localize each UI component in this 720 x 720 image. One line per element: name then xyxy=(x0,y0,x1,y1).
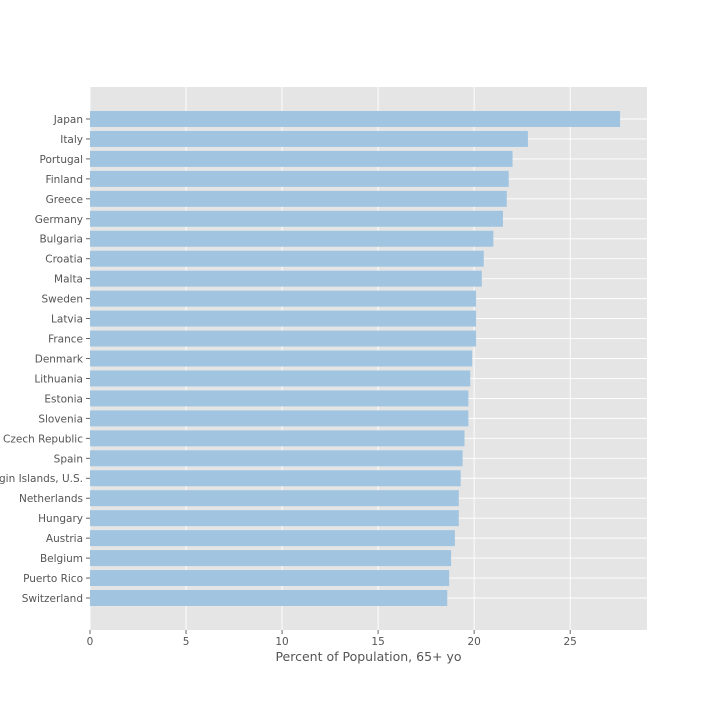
bar xyxy=(90,130,528,147)
y-tick-label: Lithuania xyxy=(34,373,83,385)
y-tick-label: Spain xyxy=(54,453,83,465)
y-tick-label: Croatia xyxy=(45,254,83,266)
x-tick-label: 10 xyxy=(275,636,288,648)
y-tick-label: Germany xyxy=(35,214,83,226)
y-tick-label: Sweden xyxy=(42,294,84,306)
bar xyxy=(90,210,503,227)
bar xyxy=(90,430,465,447)
bar xyxy=(90,370,471,387)
bar xyxy=(90,570,450,587)
y-tick-label: Italy xyxy=(60,134,83,146)
y-tick-label: Malta xyxy=(54,274,83,286)
y-tick-label: Finland xyxy=(45,174,83,186)
bars xyxy=(90,111,621,606)
x-tick-label: 5 xyxy=(183,636,190,648)
bar xyxy=(90,589,448,606)
y-tick-label: Portugal xyxy=(40,154,84,166)
y-tick-label: Belgium xyxy=(40,553,83,565)
bar xyxy=(90,490,459,507)
y-tick-label: Greece xyxy=(46,194,83,206)
bar xyxy=(90,111,621,127)
y-tick-label: Switzerland xyxy=(22,593,83,605)
bar xyxy=(90,190,507,207)
y-tick-label: Hungary xyxy=(38,513,83,525)
y-tick-label: Puerto Rico xyxy=(23,573,83,585)
bar xyxy=(90,410,469,427)
bar xyxy=(90,470,461,487)
bar xyxy=(90,510,459,527)
bar xyxy=(90,450,463,467)
y-tick-label: Bulgaria xyxy=(39,234,83,246)
bar xyxy=(90,330,477,347)
x-tick-label: 0 xyxy=(87,636,94,648)
bar xyxy=(90,350,473,367)
bar xyxy=(90,530,455,547)
y-tick-label: Slovenia xyxy=(38,413,83,425)
y-tick-label: Czech Republic xyxy=(3,433,83,445)
bar xyxy=(90,150,513,167)
y-tick-label: France xyxy=(48,334,83,346)
x-tick-label: 25 xyxy=(563,636,576,648)
y-tick-label: Japan xyxy=(53,114,83,126)
bar xyxy=(90,270,482,287)
y-axis-ticks: Japan Italy Portugal Finland Greece Germany Bu… xyxy=(0,114,90,605)
y-tick-label: Denmark xyxy=(35,353,84,365)
y-tick-label: Netherlands xyxy=(19,493,83,505)
bar xyxy=(90,310,477,327)
y-tick-label: Latvia xyxy=(51,314,83,326)
bar xyxy=(90,170,509,187)
bar xyxy=(90,250,484,267)
x-tick-label: 15 xyxy=(371,636,384,648)
y-tick-label: Estonia xyxy=(44,393,83,405)
x-axis-label: Percent of Population, 65+ yo xyxy=(275,649,461,664)
bar xyxy=(90,390,469,407)
y-tick-label: Virgin Islands, U.S. xyxy=(0,473,83,485)
bar xyxy=(90,230,494,247)
y-tick-label: Austria xyxy=(46,533,83,545)
bar xyxy=(90,290,477,307)
bar xyxy=(90,550,452,567)
x-tick-label: 20 xyxy=(467,636,480,648)
x-axis-ticks: 0 5 10 15 20 25 xyxy=(87,630,577,648)
